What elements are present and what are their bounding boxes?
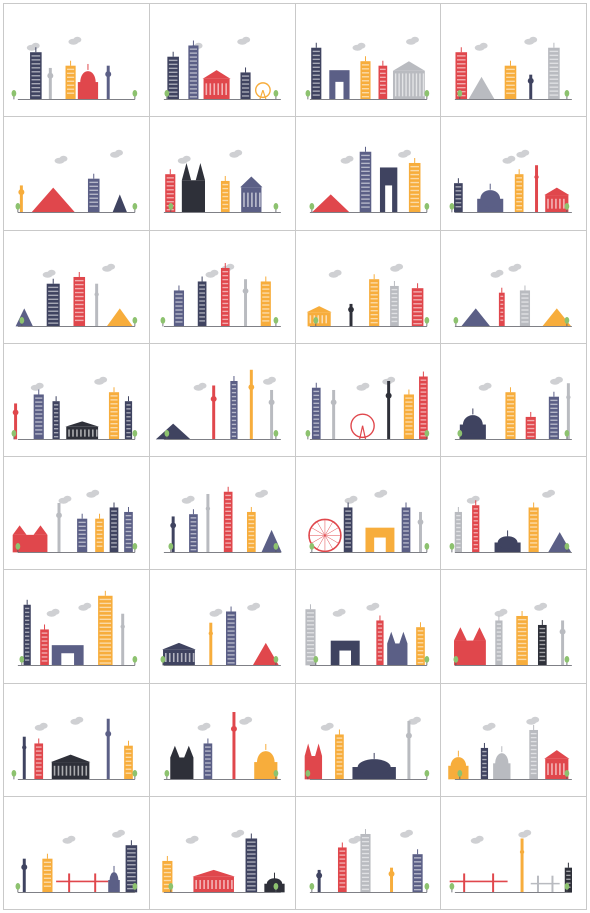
- city-skyline-icon: [306, 263, 429, 327]
- city-skyline-icon: [455, 36, 573, 100]
- city-skyline-icon: [163, 486, 282, 553]
- skyline-tile[interactable]: [4, 4, 150, 118]
- city-skyline-icon: [305, 371, 429, 440]
- city-skyline-icon: [11, 36, 138, 100]
- skyline-tile[interactable]: [4, 343, 150, 457]
- skyline-tile[interactable]: [441, 570, 587, 684]
- skyline-tile[interactable]: [149, 457, 296, 571]
- city-skyline-icon: [11, 716, 138, 780]
- skyline-tile[interactable]: [4, 570, 150, 684]
- city-skyline-icon: [305, 36, 429, 100]
- city-skyline-icon: [11, 376, 138, 440]
- skyline-tile[interactable]: [4, 457, 150, 571]
- city-skyline-icon: [453, 603, 573, 667]
- city-skyline-icon: [17, 591, 138, 667]
- city-skyline-icon: [449, 150, 573, 214]
- city-skyline-icon: [307, 489, 429, 553]
- city-skyline-icon: [155, 369, 281, 440]
- skyline-tile[interactable]: [295, 343, 442, 457]
- skyline-tile[interactable]: [4, 683, 150, 797]
- skyline-tile[interactable]: [4, 230, 150, 344]
- skyline-tile[interactable]: [441, 117, 587, 231]
- city-skyline-icon: [304, 716, 429, 780]
- skyline-tile[interactable]: [295, 230, 442, 344]
- city-skyline-icon: [15, 150, 138, 214]
- city-skyline-icon: [160, 262, 281, 327]
- city-skyline-icon: [160, 603, 281, 667]
- skyline-tile[interactable]: [149, 796, 296, 910]
- skyline-tile[interactable]: [441, 230, 587, 344]
- city-skyline-icon: [455, 376, 573, 440]
- skyline-tile[interactable]: [295, 570, 442, 684]
- city-skyline-icon: [308, 147, 429, 214]
- city-skyline-icon: [163, 711, 281, 780]
- skyline-tile[interactable]: [149, 683, 296, 797]
- skyline-tile[interactable]: [295, 117, 442, 231]
- skyline-tile[interactable]: [295, 4, 442, 118]
- city-skyline-icon: [163, 36, 281, 100]
- city-skyline-icon: [453, 263, 573, 327]
- skyline-tile[interactable]: [441, 457, 587, 571]
- skyline-tile[interactable]: [149, 117, 296, 231]
- skyline-tile[interactable]: [295, 457, 442, 571]
- city-skyline-icon: [15, 263, 138, 327]
- skyline-tile[interactable]: [441, 4, 587, 118]
- city-skyline-icon: [12, 489, 138, 553]
- skyline-tile[interactable]: [295, 796, 442, 910]
- skyline-tile[interactable]: [149, 343, 296, 457]
- skyline-tile[interactable]: [441, 683, 587, 797]
- city-skyline-icon: [308, 828, 429, 893]
- city-skyline-icon: [15, 829, 138, 893]
- city-skyline-icon: [449, 829, 573, 893]
- skyline-tile[interactable]: [4, 117, 150, 231]
- skyline-tile[interactable]: [149, 230, 296, 344]
- city-skyline-icon: [448, 716, 573, 780]
- skyline-tile[interactable]: [441, 343, 587, 457]
- city-skyline-icon: [163, 150, 281, 214]
- city-skyline-icon: [304, 603, 429, 667]
- skyline-tile[interactable]: [149, 4, 296, 118]
- skyline-tile[interactable]: [149, 570, 296, 684]
- city-skyline-icon: [162, 829, 285, 893]
- skyline-tile[interactable]: [4, 796, 150, 910]
- skyline-tile[interactable]: [441, 796, 587, 910]
- skyline-gallery: [3, 3, 587, 910]
- skyline-tile[interactable]: [295, 683, 442, 797]
- city-skyline-icon: [449, 489, 573, 553]
